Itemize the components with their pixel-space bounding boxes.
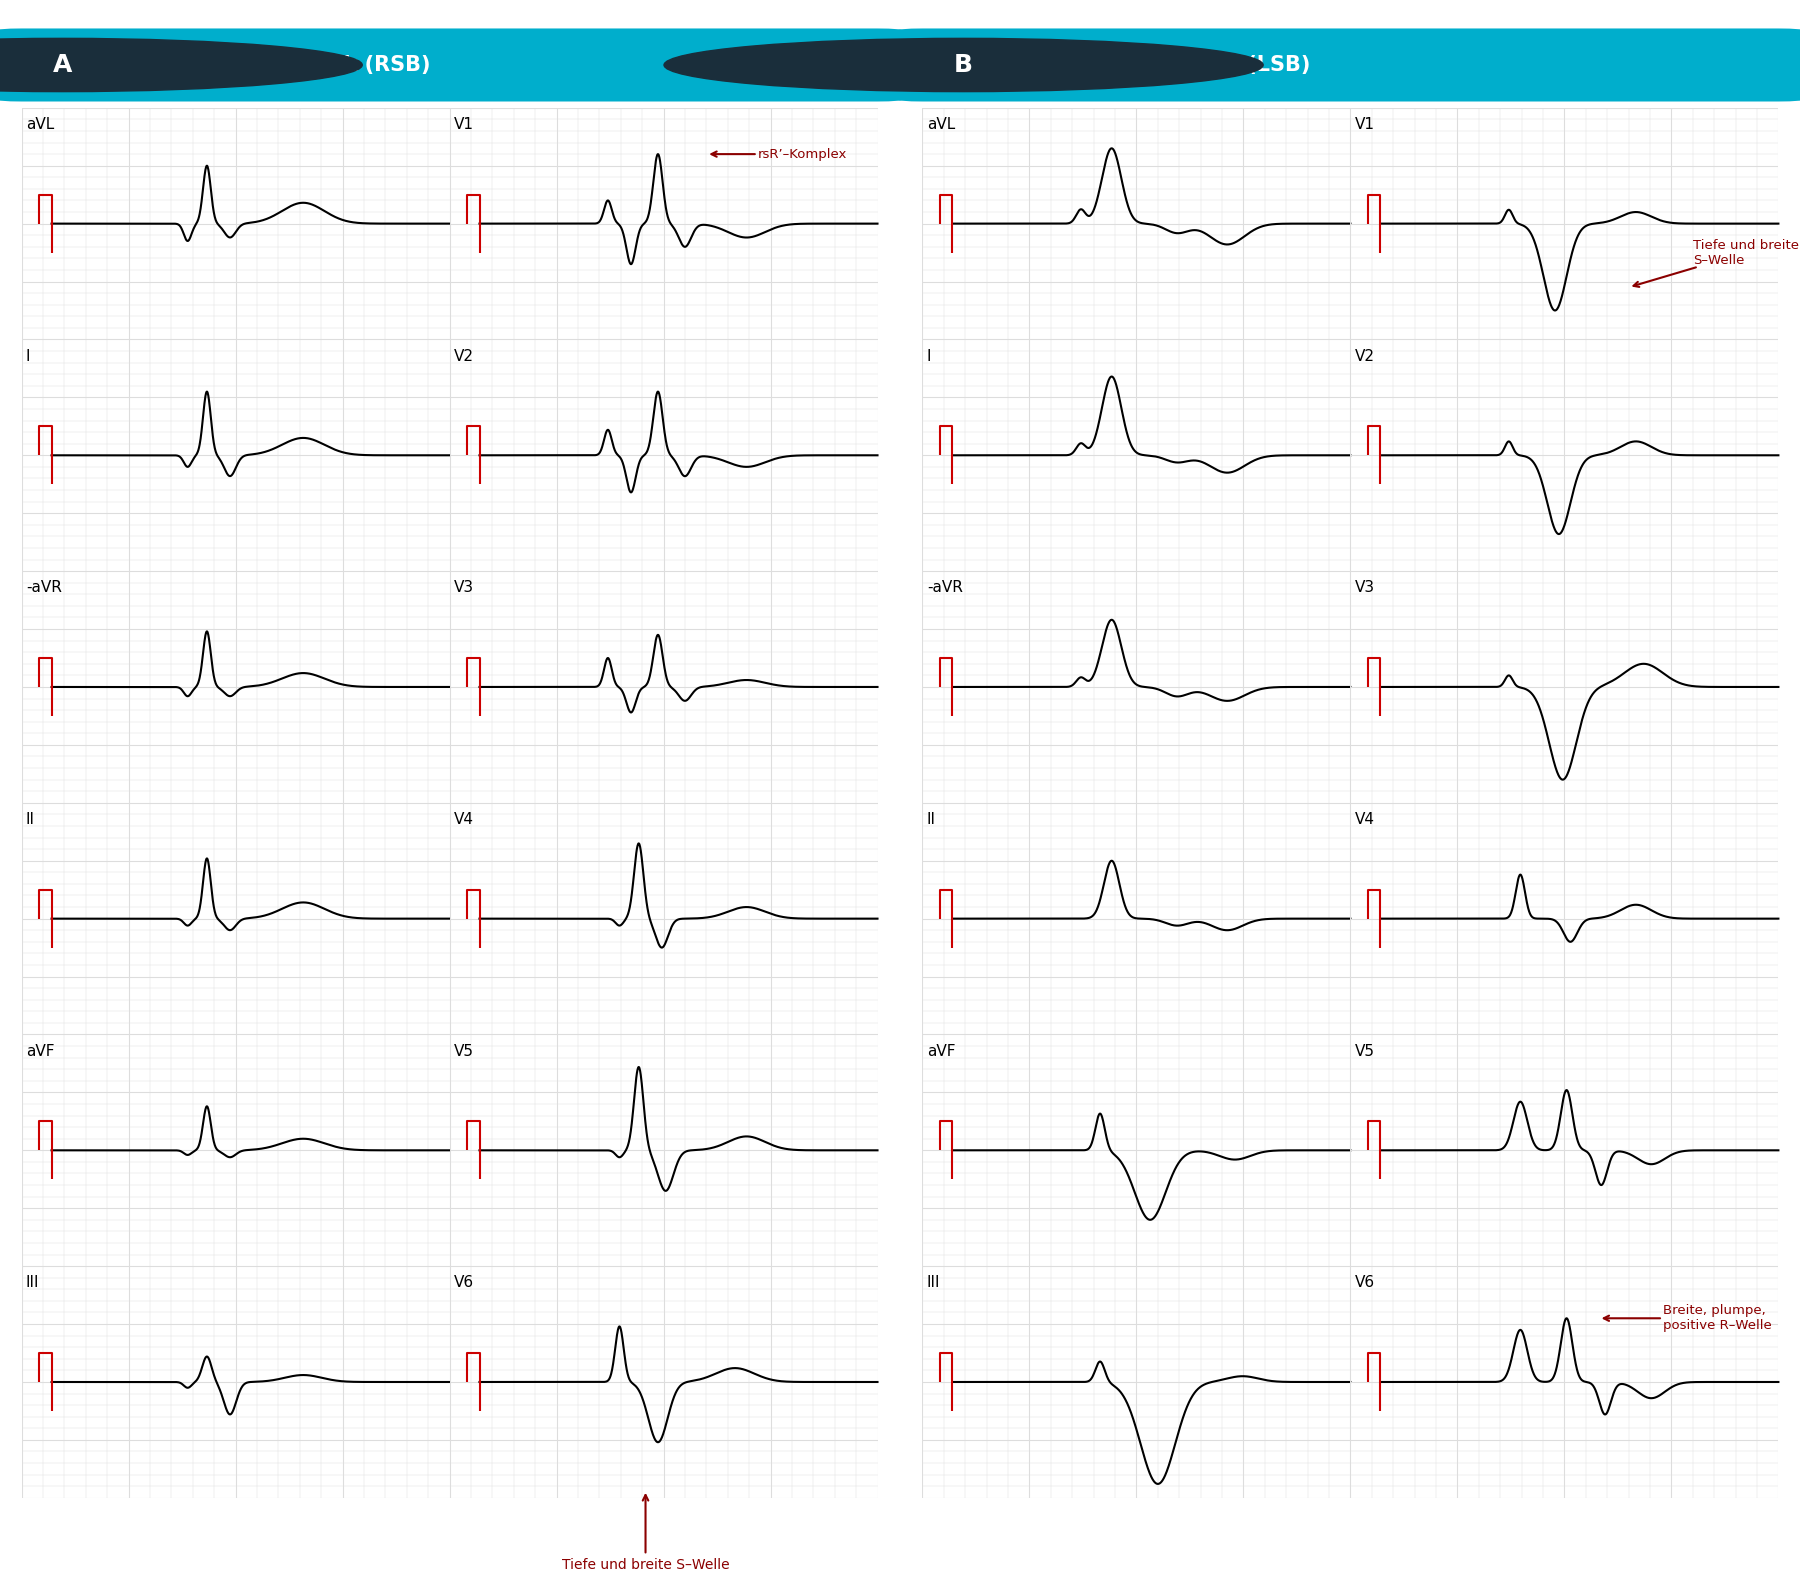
Text: V6: V6 <box>1355 1276 1375 1290</box>
Text: V4: V4 <box>1355 812 1375 827</box>
Text: V5: V5 <box>454 1045 473 1059</box>
Text: Linksschenkelblock (LSB): Linksschenkelblock (LSB) <box>1012 55 1310 74</box>
Text: II: II <box>927 812 936 827</box>
Text: aVL: aVL <box>25 117 54 132</box>
Text: V4: V4 <box>454 812 473 827</box>
Text: V1: V1 <box>454 117 473 132</box>
Text: Tiefe und breite
S–Welle: Tiefe und breite S–Welle <box>1634 239 1798 287</box>
Text: Breite, plumpe,
positive R–Welle: Breite, plumpe, positive R–Welle <box>1604 1304 1771 1333</box>
Text: I: I <box>927 349 931 363</box>
Text: V3: V3 <box>454 580 473 596</box>
Text: A: A <box>52 52 72 78</box>
Circle shape <box>664 38 1264 92</box>
Text: II: II <box>25 812 34 827</box>
Text: V6: V6 <box>454 1276 473 1290</box>
Text: III: III <box>25 1276 40 1290</box>
Text: III: III <box>927 1276 940 1290</box>
Text: Rechtsschenkelblock (RSB): Rechtsschenkelblock (RSB) <box>112 55 430 74</box>
Text: -aVR: -aVR <box>927 580 963 596</box>
Text: Tiefe und breite S–Welle: Tiefe und breite S–Welle <box>562 1495 729 1572</box>
FancyBboxPatch shape <box>0 29 904 101</box>
Text: V2: V2 <box>1355 349 1375 363</box>
Text: I: I <box>25 349 31 363</box>
Text: V2: V2 <box>454 349 473 363</box>
Text: aVL: aVL <box>927 117 956 132</box>
Text: V1: V1 <box>1355 117 1375 132</box>
Circle shape <box>0 38 362 92</box>
Text: aVF: aVF <box>25 1045 54 1059</box>
Text: V3: V3 <box>1355 580 1375 596</box>
Text: rsR’–Komplex: rsR’–Komplex <box>711 147 848 160</box>
Text: B: B <box>954 52 974 78</box>
FancyBboxPatch shape <box>896 29 1800 101</box>
Text: aVF: aVF <box>927 1045 956 1059</box>
Text: V5: V5 <box>1355 1045 1375 1059</box>
Text: -aVR: -aVR <box>25 580 61 596</box>
